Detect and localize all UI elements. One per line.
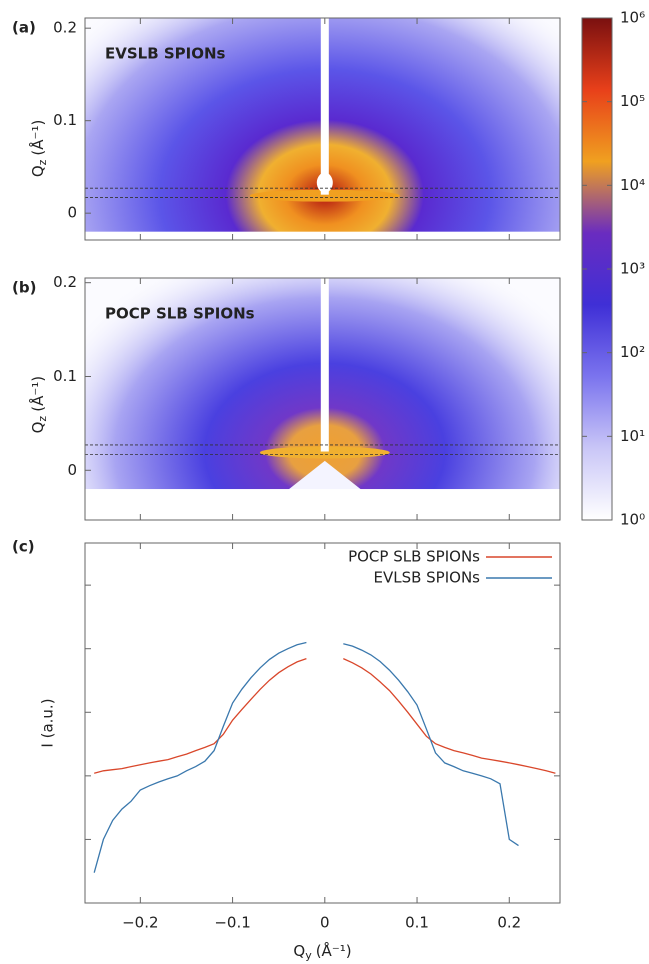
xlabel-subscript: y [305, 949, 312, 962]
specular-streak [249, 189, 400, 202]
plot-frame [84, 542, 561, 904]
y-tick-label: 0.2 [53, 273, 77, 291]
panel-title: POCP SLB SPIONs [105, 305, 255, 323]
colorbar-tick-label: 10⁴ [620, 176, 645, 194]
ylabel-label: Qz (Å⁻¹) [28, 376, 50, 434]
horizon-mask [85, 489, 560, 520]
ylabel-label: Qz (Å⁻¹) [28, 120, 50, 178]
y-tick-label: 0.1 [53, 367, 77, 385]
panel-label: (c) [12, 538, 35, 556]
heatmap [85, 278, 560, 520]
x-tick-label: 0 [320, 914, 330, 932]
y-tick-label: 0 [67, 461, 77, 479]
beam-mask [320, 18, 329, 195]
ylabel-symbol: Q [29, 422, 47, 434]
specular-streak [259, 446, 390, 459]
x-tick-label: −0.2 [122, 914, 158, 932]
horizon-mask [85, 231, 560, 240]
colorbar-tick-label: 10¹ [620, 427, 645, 445]
y-tick-label: 0.2 [53, 19, 77, 37]
beam-spot [316, 172, 333, 193]
colorbar-tick-label: 10² [620, 343, 645, 361]
ylabel-subscript: z [36, 416, 49, 422]
x-tick-label: −0.1 [214, 914, 250, 932]
plot-frame [84, 17, 561, 241]
xlabel-label: Qy (Å⁻¹) [293, 941, 351, 963]
y-tick-label: 0 [67, 204, 77, 222]
colorbar-tick-label: 10⁰ [620, 511, 645, 529]
y-tick-label: 0.1 [53, 111, 77, 129]
ylabel-subscript: z [36, 159, 49, 165]
panel-title: EVSLB SPIONs [105, 45, 226, 63]
colorbar-tick-label: 10⁵ [620, 92, 645, 110]
colorbar-tick-label: 10³ [620, 260, 645, 278]
legend-label: POCP SLB SPIONs [348, 548, 480, 566]
ylabel-unit: (Å⁻¹) [28, 376, 47, 412]
y-axis-label: I (a.u.) [39, 698, 57, 747]
panel-label: (b) [12, 279, 36, 297]
xlabel-unit: (Å⁻¹) [316, 941, 352, 960]
ylabel-unit: (Å⁻¹) [28, 120, 47, 156]
plot-frame [84, 277, 561, 521]
beam-mask [320, 278, 329, 452]
colorbar-tick-label: 10⁶ [620, 9, 645, 27]
legend-label: EVLSB SPIONs [373, 569, 480, 587]
xlabel-symbol: Q [293, 942, 305, 960]
data-line [94, 657, 556, 774]
x-tick-label: 0.2 [497, 914, 521, 932]
data-line [93, 641, 519, 873]
x-tick-label: 0.1 [405, 914, 429, 932]
ylabel-symbol: Q [29, 165, 47, 177]
panel-label: (a) [12, 19, 36, 37]
heatmap [85, 18, 560, 240]
